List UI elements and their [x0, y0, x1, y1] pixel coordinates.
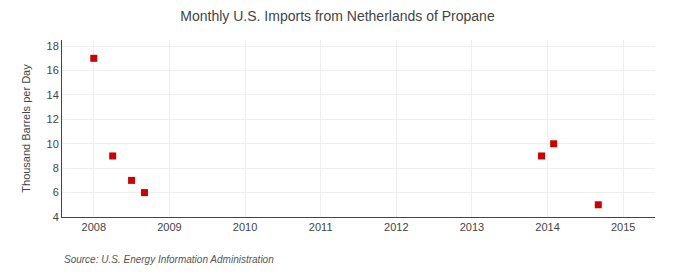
svg-text:18: 18 [47, 40, 59, 52]
svg-text:2013: 2013 [460, 221, 484, 233]
svg-text:Source: U.S. Energy Informatio: Source: U.S. Energy Information Administ… [64, 254, 274, 265]
svg-text:6: 6 [53, 186, 59, 198]
svg-text:10: 10 [47, 138, 59, 150]
svg-text:2011: 2011 [309, 221, 333, 233]
svg-text:16: 16 [47, 64, 59, 76]
svg-text:Thousand Barrels per Day: Thousand Barrels per Day [20, 64, 32, 193]
svg-text:12: 12 [47, 113, 59, 125]
svg-text:2014: 2014 [535, 221, 559, 233]
svg-text:2008: 2008 [82, 221, 106, 233]
svg-text:Monthly U.S. Imports from Neth: Monthly U.S. Imports from Netherlands of… [180, 8, 495, 24]
svg-text:4: 4 [53, 211, 59, 223]
svg-text:2009: 2009 [157, 221, 181, 233]
svg-text:14: 14 [47, 89, 59, 101]
svg-text:2012: 2012 [384, 221, 408, 233]
svg-text:2015: 2015 [611, 221, 635, 233]
svg-text:2010: 2010 [233, 221, 257, 233]
svg-text:8: 8 [53, 162, 59, 174]
